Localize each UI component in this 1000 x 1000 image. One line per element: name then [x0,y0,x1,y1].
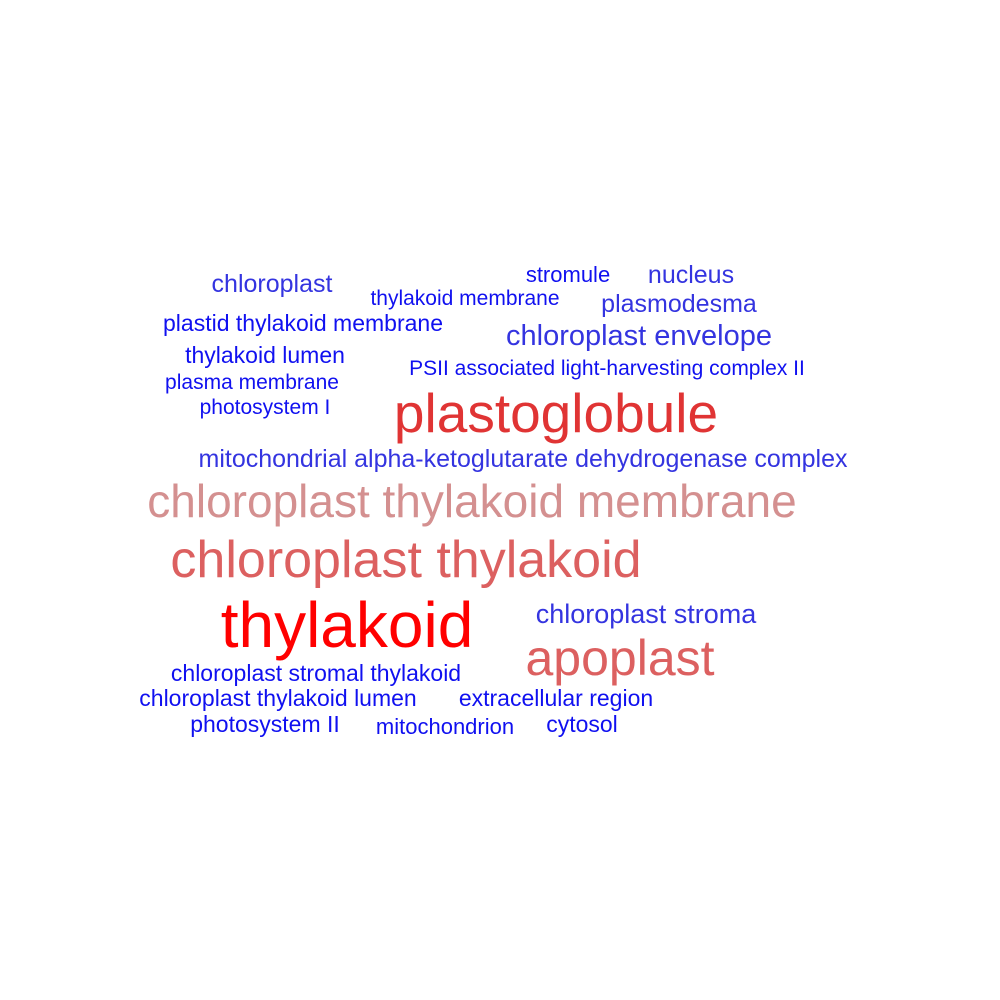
term-chloroplast-thylakoid-lumen: chloroplast thylakoid lumen [139,685,417,711]
term-chloroplast-thylakoid: chloroplast thylakoid [170,531,642,589]
term-psii-lhcii: PSII associated light-harvesting complex… [409,357,805,380]
term-chloroplast-thylakoid-membrane: chloroplast thylakoid membrane [147,475,797,527]
term-thylakoid-membrane: thylakoid membrane [370,287,560,310]
term-stromule: stromule [525,262,611,287]
term-plastoglobule: plastoglobule [393,382,719,444]
term-chloroplast-stroma: chloroplast stroma [535,599,757,629]
term-chloroplast: chloroplast [211,270,333,298]
term-apoplast: apoplast [525,630,715,686]
term-mito-akgdh-complex: mitochondrial alpha-ketoglutarate dehydr… [198,445,848,473]
term-thylakoid: thylakoid [220,589,474,661]
term-photosystem-ii: photosystem II [190,711,340,737]
term-plasmodesma: plasmodesma [601,290,757,318]
term-photosystem-i: photosystem I [199,396,331,419]
term-nucleus: nucleus [647,261,735,289]
term-mitochondrion: mitochondrion [375,714,515,739]
term-chloroplast-stromal-thylakoid: chloroplast stromal thylakoid [170,660,462,686]
term-cytosol: cytosol [546,711,618,737]
term-plastid-thylakoid-membrane: plastid thylakoid membrane [163,310,443,336]
term-extracellular-region: extracellular region [458,685,654,711]
term-plasma-membrane: plasma membrane [165,371,339,394]
term-chloroplast-envelope: chloroplast envelope [505,320,773,352]
term-thylakoid-lumen: thylakoid lumen [185,342,345,368]
